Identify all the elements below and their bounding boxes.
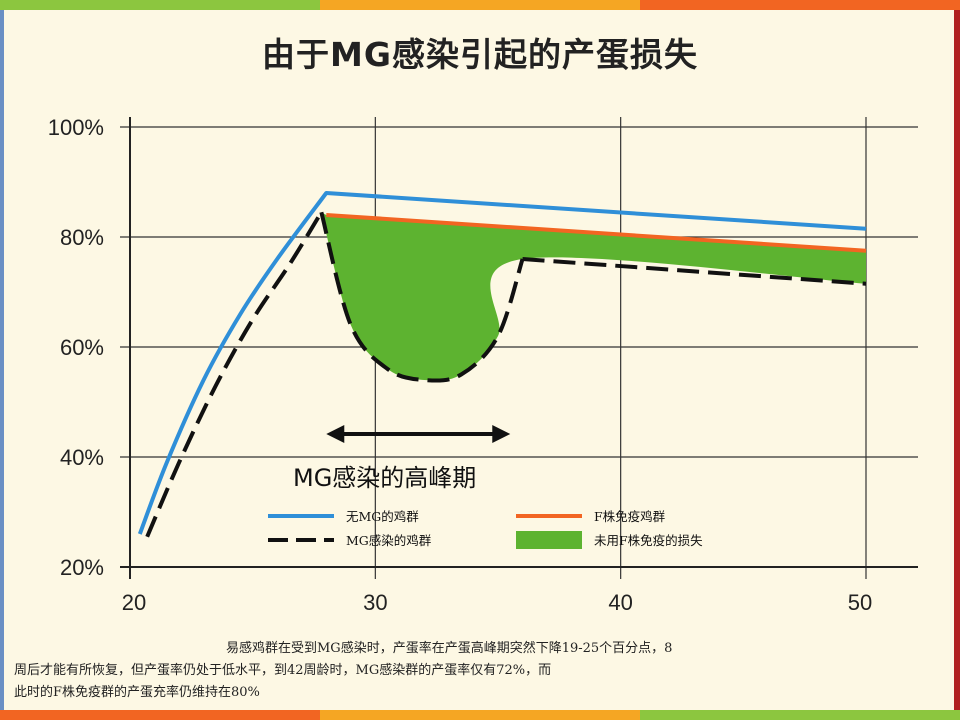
legend-label: 未用F株免疫的损失 — [594, 533, 703, 548]
bottom-bar-orange — [0, 710, 320, 720]
annotation-arrow-right-head — [492, 425, 511, 443]
top-bar-green — [0, 0, 320, 10]
chart-legend: 无MG的鸡群 F株免疫鸡群 MG感染的鸡群 未用F株免疫的损失 — [268, 509, 703, 549]
legend-swatch-green — [516, 531, 582, 549]
chart-grid — [120, 117, 918, 579]
legend-label: F株免疫鸡群 — [594, 509, 666, 524]
annotation-arrow-left-head — [326, 425, 345, 443]
legend-label: 无MG的鸡群 — [346, 509, 419, 524]
x-tick-label: 40 — [608, 590, 632, 615]
top-bar-orange — [640, 0, 960, 10]
chart-axes — [120, 117, 918, 579]
note-line-1: 易感鸡群在受到MG感染时，产蛋率在产蛋高峰期突然下降19-25个百分点，8 — [226, 641, 673, 656]
y-tick-label: 40% — [60, 445, 104, 470]
series-line-mg-infected-rise — [145, 211, 324, 538]
legend-label: MG感染的鸡群 — [346, 533, 432, 548]
annotation-layer: MG感染的高峰期 — [293, 425, 511, 492]
note-line-3: 此时的F株免疫群的产蛋充率仍维持在80% — [14, 685, 260, 700]
note-line-2: 周后才能有所恢复，但产蛋率仍处于低水平，到42周龄时，MG感染群的产蛋率仅有72… — [14, 663, 552, 678]
top-color-bar — [0, 0, 960, 10]
bottom-color-bar — [0, 710, 960, 720]
series-lines-layer — [137, 191, 867, 538]
bottom-bar-yellow — [320, 710, 640, 720]
y-tick-label: 20% — [60, 555, 104, 580]
x-tick-label: 20 — [122, 590, 146, 615]
x-tick-label: 30 — [363, 590, 387, 615]
series-line-mg-infected-dip — [319, 211, 525, 383]
tick-labels: 20% 40% 60% 80% 100% 20 30 40 50 — [48, 115, 873, 615]
loss-area — [321, 212, 866, 381]
series-line-no-mg — [137, 191, 867, 535]
caption-note: 易感鸡群在受到MG感染时，产蛋率在产蛋高峰期突然下降19-25个百分点，8 周后… — [14, 638, 866, 704]
left-edge — [0, 10, 4, 710]
annotation-label: MG感染的高峰期 — [293, 464, 476, 492]
right-edge — [954, 10, 960, 710]
bottom-bar-green — [640, 710, 960, 720]
y-tick-label: 100% — [48, 115, 104, 140]
chart-title: 由于MG感染引起的产蛋损失 — [262, 35, 698, 74]
top-bar-yellow — [320, 0, 640, 10]
series-line-mg-infected-flat — [522, 257, 867, 286]
x-tick-label: 50 — [848, 590, 872, 615]
loss-area-layer — [321, 212, 866, 381]
y-tick-label: 80% — [60, 225, 104, 250]
y-tick-label: 60% — [60, 335, 104, 360]
series-line-f-strain — [326, 213, 867, 253]
